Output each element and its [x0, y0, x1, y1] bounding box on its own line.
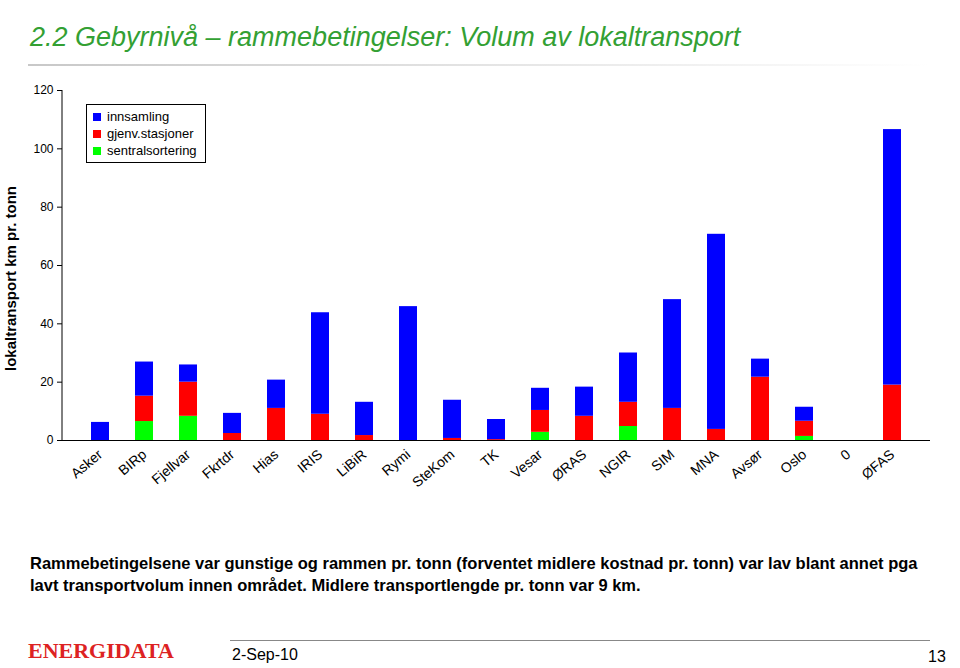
html-text:sentralsortering: sentralsortering	[107, 143, 197, 158]
svg-text:40: 40	[40, 317, 54, 331]
html-text:ENERGIDATA: ENERGIDATA	[28, 638, 174, 663]
svg-text:NGIR: NGIR	[596, 446, 633, 481]
svg-text:Oslo: Oslo	[777, 446, 809, 477]
svg-text:Asker: Asker	[68, 446, 106, 481]
svg-text:BIRp: BIRp	[115, 446, 149, 478]
svg-text:LiBiR: LiBiR	[333, 446, 369, 480]
html-text:2.2 Gebyrnivå – rammebetingels: 2.2 Gebyrnivå – rammebetingelser: Volum …	[30, 22, 741, 52]
svg-text:Avsør: Avsør	[727, 446, 765, 482]
svg-text:Fkrtdr: Fkrtdr	[199, 446, 238, 482]
svg-text:SteKom: SteKom	[409, 446, 457, 490]
svg-text:MNA: MNA	[687, 446, 722, 479]
svg-text:Vesar: Vesar	[508, 446, 546, 481]
svg-text:20: 20	[40, 375, 54, 389]
svg-text:60: 60	[40, 258, 54, 272]
svg-text:Rymi: Rymi	[379, 446, 414, 479]
html-text:Rammebetingelsene var gunstige: Rammebetingelsene var gunstige og rammen…	[30, 554, 918, 594]
svg-text:120: 120	[33, 83, 53, 97]
html-text:13: 13	[928, 648, 946, 665]
svg-text:0: 0	[47, 433, 54, 447]
html-text:2-Sep-10: 2-Sep-10	[232, 646, 298, 663]
svg-text:TK: TK	[477, 446, 501, 470]
svg-text:ØFAS: ØFAS	[858, 446, 897, 482]
svg-text:Hias: Hias	[250, 446, 282, 476]
svg-text:0: 0	[837, 446, 853, 463]
html-text:innsamling: innsamling	[107, 109, 170, 124]
svg-text:80: 80	[40, 200, 54, 214]
html-text:gjenv.stasjoner: gjenv.stasjoner	[107, 126, 194, 141]
svg-text:IRIS: IRIS	[294, 446, 325, 476]
svg-text:ØRAS: ØRAS	[549, 446, 590, 484]
svg-text:Fjellvar: Fjellvar	[148, 446, 193, 487]
svg-text:SIM: SIM	[648, 446, 677, 474]
html-text:lokaltransport km pr. tonn: lokaltransport km pr. tonn	[1, 186, 19, 371]
svg-text:100: 100	[33, 142, 53, 156]
